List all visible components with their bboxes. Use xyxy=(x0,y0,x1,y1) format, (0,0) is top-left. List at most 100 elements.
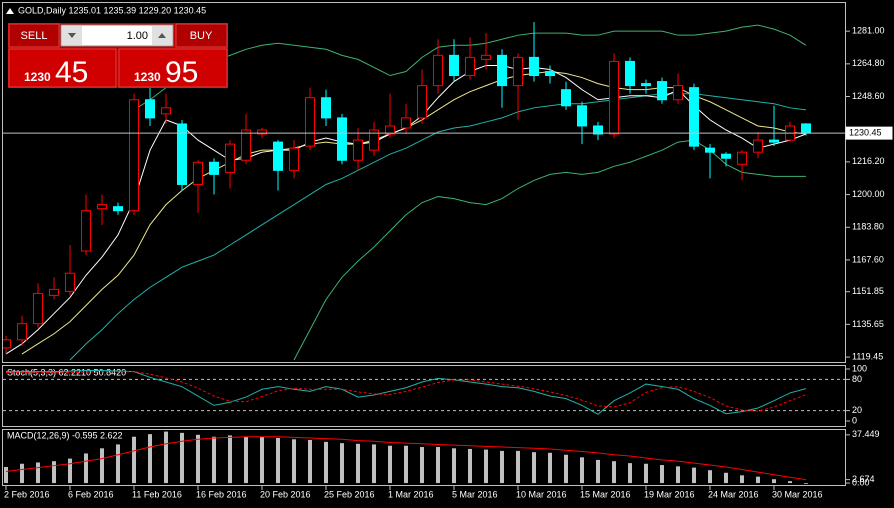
macd-bar xyxy=(20,463,24,484)
macd-bar xyxy=(420,447,424,484)
candle-body xyxy=(177,123,187,185)
macd-bar xyxy=(612,461,616,484)
indicator-line xyxy=(293,139,806,361)
current-price-label: 1230.45 xyxy=(849,128,882,138)
candle-body xyxy=(81,210,91,252)
collapse-icon[interactable] xyxy=(6,8,14,14)
candle-body xyxy=(49,288,59,296)
candle-body xyxy=(481,54,491,60)
macd-bar xyxy=(228,435,232,484)
macd-bar xyxy=(4,466,8,484)
candle-body xyxy=(417,85,427,119)
candle-body xyxy=(529,56,539,77)
x-tick-label: 11 Feb 2016 xyxy=(132,489,182,499)
y-tick-label: 1119.45 xyxy=(852,351,883,361)
macd-bar xyxy=(372,444,376,484)
macd-bar xyxy=(692,467,696,484)
candle-body xyxy=(225,143,235,173)
candle-body xyxy=(241,129,251,161)
x-tick-label: 5 Mar 2016 xyxy=(452,489,498,499)
sell-label[interactable]: SELL xyxy=(21,30,48,42)
main-panel-frame xyxy=(2,2,846,363)
candle-body xyxy=(353,139,363,161)
candle-body xyxy=(161,107,171,115)
x-tick-label: 2 Feb 2016 xyxy=(4,489,50,499)
ask-pips: 95 xyxy=(165,56,198,89)
x-tick-label: 10 Mar 2016 xyxy=(516,489,567,499)
y-tick-label: 80 xyxy=(852,374,862,384)
macd-bar xyxy=(436,447,440,484)
x-tick-label: 16 Feb 2016 xyxy=(196,489,247,499)
macd-bar xyxy=(180,432,184,484)
lot-input[interactable] xyxy=(60,24,174,47)
macd-bar xyxy=(500,450,504,484)
macd-bar xyxy=(452,448,456,484)
ask-box[interactable] xyxy=(118,48,228,88)
candle-body xyxy=(129,99,139,212)
indicator-line xyxy=(5,436,807,481)
macd-bar xyxy=(324,441,328,484)
x-tick-label: 25 Feb 2016 xyxy=(324,489,375,499)
y-tick-label: 1183.80 xyxy=(852,222,884,232)
macd-bar xyxy=(100,448,104,484)
macd-bar xyxy=(148,434,152,484)
macd-bar xyxy=(660,465,664,484)
macd-bar xyxy=(356,443,360,484)
candle-body xyxy=(433,54,443,87)
macd-bar xyxy=(756,476,760,484)
buy-button[interactable] xyxy=(175,23,228,48)
candle-body xyxy=(737,151,747,165)
bid-box[interactable] xyxy=(8,48,117,88)
candle-body xyxy=(17,323,27,341)
macd-title: MACD(12,26,9) -0.595 2.622 xyxy=(7,430,123,440)
y-tick-label: 1216.20 xyxy=(852,156,885,166)
macd-bar xyxy=(548,452,552,484)
macd-bar xyxy=(484,449,488,484)
candle-body xyxy=(657,81,667,101)
y-tick-label: 1200.00 xyxy=(852,189,885,199)
y-tick-label: 0.00 xyxy=(852,477,870,487)
macd-bar xyxy=(564,454,568,484)
macd-bar xyxy=(596,459,600,484)
macd-bar xyxy=(388,445,392,484)
ask-prefix: 1230 xyxy=(134,70,161,84)
macd-bar xyxy=(516,450,520,484)
bid-prefix: 1230 xyxy=(24,70,51,84)
y-tick-label: 100 xyxy=(852,363,867,373)
candle-body xyxy=(497,54,507,87)
macd-bar xyxy=(468,448,472,484)
macd-bar xyxy=(68,458,72,484)
macd-bar xyxy=(52,461,56,484)
candle-body xyxy=(609,60,619,135)
macd-bar xyxy=(116,444,120,484)
macd-bar xyxy=(84,453,88,484)
y-tick-label: 1167.60 xyxy=(852,254,884,264)
x-tick-label: 20 Feb 2016 xyxy=(260,489,311,499)
sell-button[interactable] xyxy=(8,23,60,48)
buy-label[interactable]: BUY xyxy=(190,30,213,42)
candle-body xyxy=(753,139,763,153)
candle-body xyxy=(673,85,683,101)
macd-bar xyxy=(532,452,536,484)
macd-bar xyxy=(788,481,792,484)
macd-bar xyxy=(260,436,264,484)
lot-value[interactable]: 1.00 xyxy=(127,30,148,42)
y-tick-label: 1281.00 xyxy=(852,26,885,36)
candle-body xyxy=(625,60,635,87)
candle-body xyxy=(193,161,203,185)
indicator-line xyxy=(69,93,807,361)
candle-body xyxy=(801,123,811,134)
candle-body xyxy=(769,139,779,143)
candle-body xyxy=(273,141,283,171)
candle-body xyxy=(561,89,571,107)
macd-bar xyxy=(212,436,216,484)
x-tick-label: 24 Mar 2016 xyxy=(708,489,759,499)
candle-body xyxy=(257,129,267,135)
candle-body xyxy=(641,83,651,87)
candle-body xyxy=(385,125,395,135)
candle-body xyxy=(465,56,475,77)
candle-body xyxy=(513,56,523,87)
candle-body xyxy=(289,147,299,171)
y-tick-label: 0 xyxy=(852,415,857,425)
